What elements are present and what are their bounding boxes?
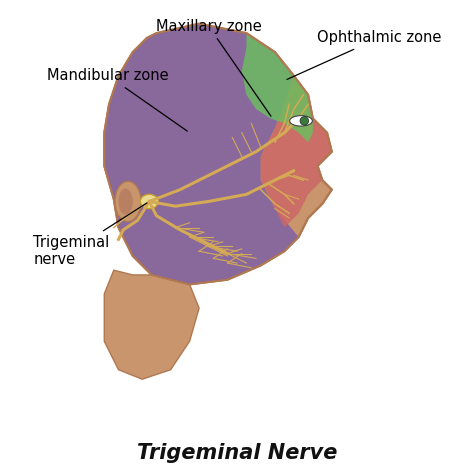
Ellipse shape: [290, 116, 312, 126]
Ellipse shape: [118, 189, 133, 215]
Text: Ophthalmic zone: Ophthalmic zone: [287, 30, 441, 80]
Polygon shape: [104, 270, 199, 379]
Text: Trigeminal Nerve: Trigeminal Nerve: [137, 443, 337, 463]
Polygon shape: [242, 33, 313, 142]
Polygon shape: [104, 24, 299, 284]
Text: Maxillary zone: Maxillary zone: [155, 18, 271, 116]
Ellipse shape: [115, 182, 141, 222]
Circle shape: [300, 117, 309, 125]
Text: Trigeminal
nerve: Trigeminal nerve: [33, 203, 147, 267]
Polygon shape: [261, 76, 332, 228]
Ellipse shape: [140, 194, 158, 209]
Polygon shape: [104, 24, 332, 284]
Text: Mandibular zone: Mandibular zone: [47, 68, 187, 131]
